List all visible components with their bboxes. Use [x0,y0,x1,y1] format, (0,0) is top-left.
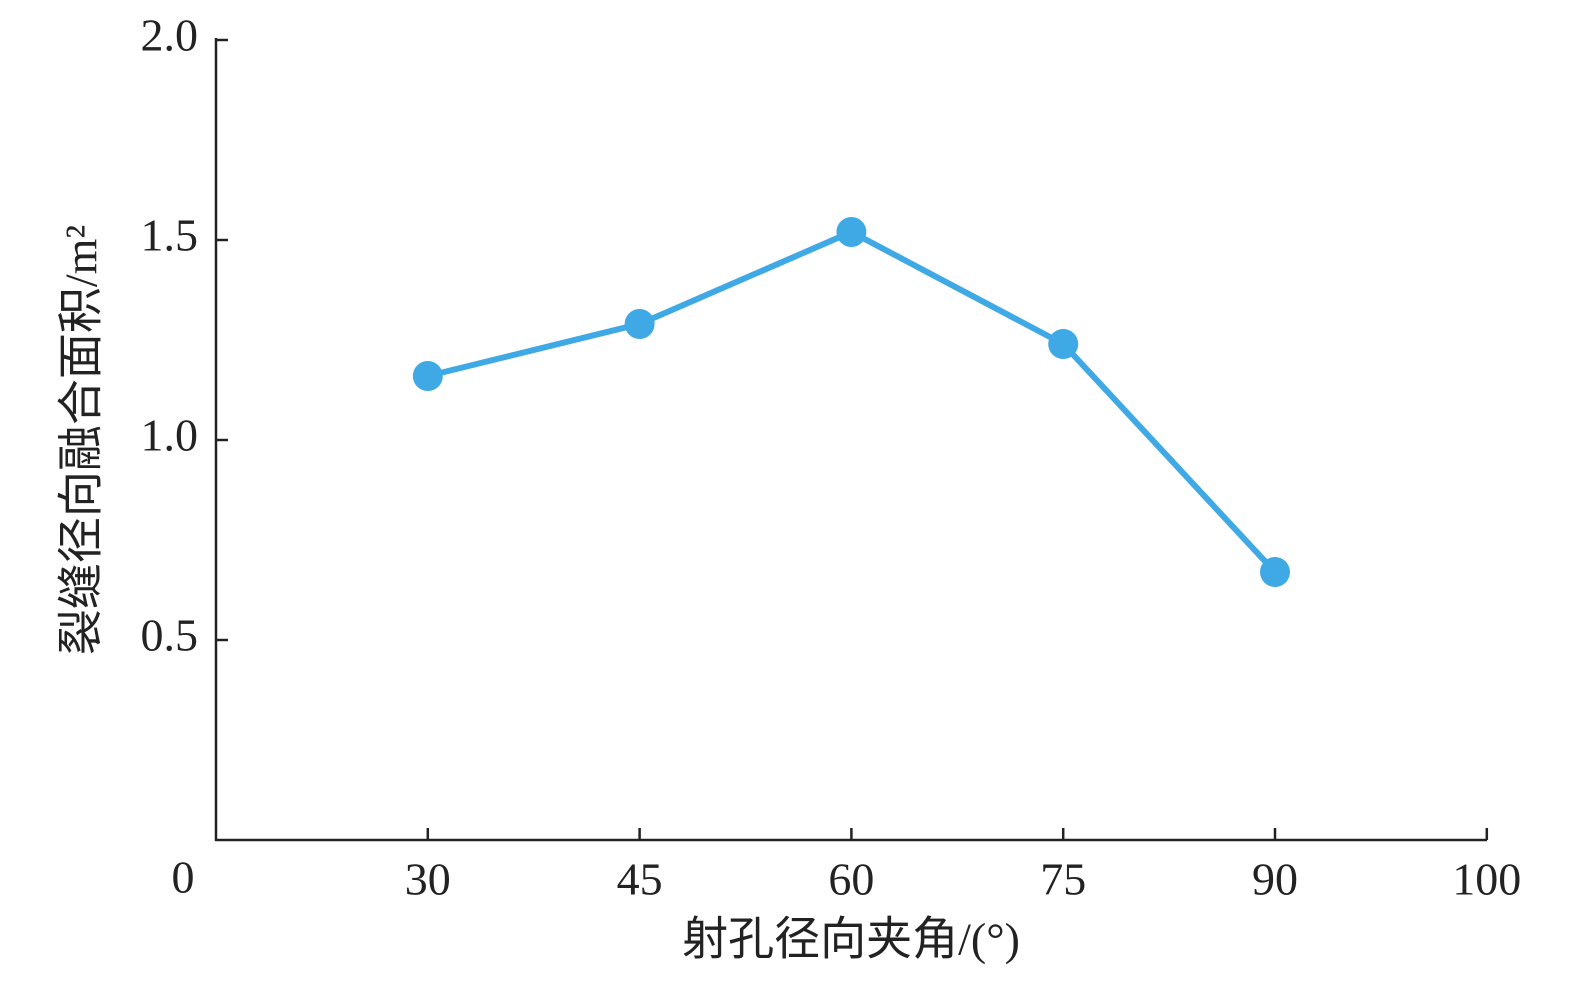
x-tick-label: 75 [1040,854,1086,905]
y-tick-label: 1.0 [141,410,199,461]
data-point [836,217,867,247]
y-axis-label: 裂缝径向融合面积/m² [56,225,107,655]
data-point [412,361,443,391]
y-tick-label: 0 [172,852,195,903]
x-tick-label: 90 [1252,854,1298,905]
data-point [624,309,655,339]
x-axis-label: 射孔径向夹角/(°) [682,914,1020,965]
y-tick-label: 0.5 [141,610,199,661]
x-tick-label: 100 [1452,854,1521,905]
x-tick-label: 30 [405,854,451,905]
series-line [427,228,1278,575]
data-point [1048,329,1079,359]
x-tick-label: 60 [828,854,874,905]
data-point [1260,557,1290,587]
x-tick-label: 45 [617,854,663,905]
y-tick-label: 1.5 [141,210,199,261]
y-tick-label: 2.0 [141,10,199,61]
